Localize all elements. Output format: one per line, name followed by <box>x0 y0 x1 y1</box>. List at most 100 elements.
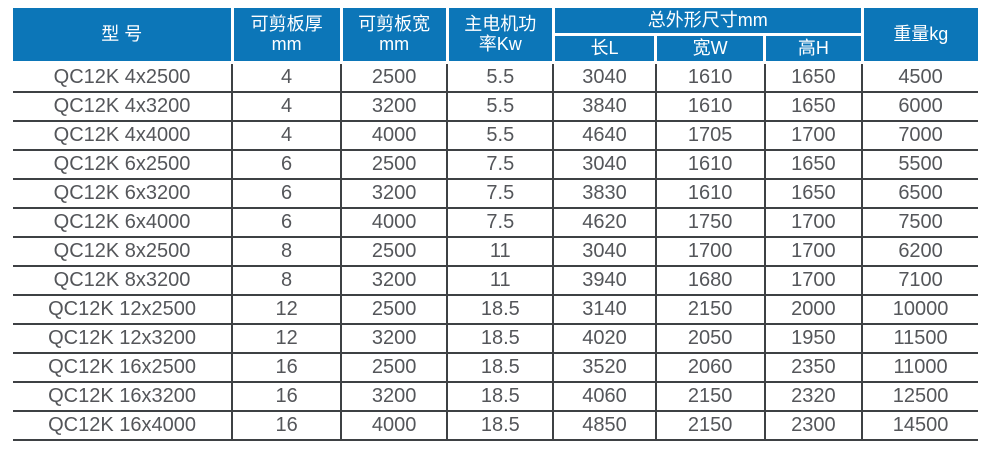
height-cell: 2000 <box>763 295 863 325</box>
length-cell: 4640 <box>552 121 656 151</box>
width-cell: 4000 <box>340 208 448 238</box>
length-cell: 4850 <box>552 411 656 441</box>
width-cell: 3200 <box>340 324 448 354</box>
power-cell: 11 <box>446 266 554 296</box>
model-cell: QC12K 4x2500 <box>13 62 233 93</box>
header-width-line2: mm <box>379 34 410 54</box>
header-power-line2: 率Kw <box>478 34 522 54</box>
widthw-cell: 2150 <box>654 382 765 412</box>
header-dim-height: 高H <box>763 34 864 64</box>
model-cell: QC12K 6x4000 <box>13 208 233 238</box>
table-row: QC12K 16x3200 16 3200 18.5 4060 2150 2320 12500 <box>13 382 978 412</box>
weight-cell: 6500 <box>861 179 978 209</box>
height-cell: 1700 <box>763 237 863 267</box>
model-cell: QC12K 6x3200 <box>13 179 233 209</box>
height-cell: 2320 <box>763 382 863 412</box>
width-cell: 4000 <box>340 121 448 151</box>
table-body: QC12K 4x2500 4 2500 5.5 3040 1610 1650 4500 QC12… <box>13 62 978 441</box>
power-cell: 7.5 <box>446 150 554 180</box>
table-row: QC12K 6x2500 6 2500 7.5 3040 1610 1650 5500 <box>13 150 978 180</box>
weight-cell: 11500 <box>861 324 978 354</box>
header-thickness: 可剪板厚 mm <box>230 8 343 64</box>
power-cell: 18.5 <box>446 295 554 325</box>
width-cell: 2500 <box>340 150 448 180</box>
header-dim-length-label: 长L <box>590 38 619 58</box>
power-cell: 18.5 <box>446 353 554 383</box>
header-dimensions-group: 总外形尺寸mm <box>551 8 864 36</box>
header-width-line1: 可剪板宽 <box>358 14 431 34</box>
weight-cell: 7000 <box>861 121 978 151</box>
length-cell: 4020 <box>552 324 656 354</box>
model-cell: QC12K 16x4000 <box>13 411 233 441</box>
header-dim-width-label: 宽W <box>692 38 728 58</box>
header-dim-width: 宽W <box>654 34 767 64</box>
header-dim-height-label: 高H <box>797 38 829 58</box>
thickness-cell: 16 <box>231 353 342 383</box>
width-cell: 2500 <box>340 353 448 383</box>
height-cell: 1650 <box>763 179 863 209</box>
model-cell: QC12K 4x4000 <box>13 121 233 151</box>
model-cell: QC12K 4x3200 <box>13 92 233 122</box>
weight-cell: 7100 <box>861 266 978 296</box>
widthw-cell: 1750 <box>654 208 765 238</box>
power-cell: 7.5 <box>446 179 554 209</box>
widthw-cell: 1610 <box>654 62 765 93</box>
length-cell: 3040 <box>552 62 656 93</box>
table-row: QC12K 4x2500 4 2500 5.5 3040 1610 1650 4500 <box>13 62 978 93</box>
length-cell: 3140 <box>552 295 656 325</box>
model-cell: QC12K 6x2500 <box>13 150 233 180</box>
model-cell: QC12K 16x3200 <box>13 382 233 412</box>
height-cell: 1950 <box>763 324 863 354</box>
model-cell: QC12K 8x2500 <box>13 237 233 267</box>
table-row: QC12K 12x3200 12 3200 18.5 4020 2050 1950 11500 <box>13 324 978 354</box>
model-cell: QC12K 8x3200 <box>13 266 233 296</box>
widthw-cell: 1610 <box>654 92 765 122</box>
header-thickness-line1: 可剪板厚 <box>250 14 323 34</box>
spec-table-container: 型 号 可剪板厚 mm 可剪板宽 mm 主电机功 率Kw <box>13 8 978 441</box>
weight-cell: 10000 <box>861 295 978 325</box>
header-model: 型 号 <box>13 8 234 64</box>
length-cell: 3940 <box>552 266 656 296</box>
widthw-cell: 2050 <box>654 324 765 354</box>
length-cell: 3040 <box>552 150 656 180</box>
header-thickness-line2: mm <box>271 34 302 54</box>
power-cell: 11 <box>446 237 554 267</box>
length-cell: 3520 <box>552 353 656 383</box>
header-weight: 重量kg <box>860 8 978 64</box>
widthw-cell: 1610 <box>654 179 765 209</box>
height-cell: 2350 <box>763 353 863 383</box>
height-cell: 1700 <box>763 208 863 238</box>
thickness-cell: 8 <box>231 266 342 296</box>
power-cell: 18.5 <box>446 324 554 354</box>
height-cell: 1650 <box>763 62 863 93</box>
header-power: 主电机功 率Kw <box>445 8 555 64</box>
header-dimensions-label: 总外形尺寸mm <box>647 10 768 30</box>
weight-cell: 11000 <box>861 353 978 383</box>
thickness-cell: 6 <box>231 179 342 209</box>
height-cell: 1700 <box>763 266 863 296</box>
widthw-cell: 2150 <box>654 295 765 325</box>
widthw-cell: 1680 <box>654 266 765 296</box>
weight-cell: 4500 <box>861 62 978 93</box>
width-cell: 4000 <box>340 411 448 441</box>
widthw-cell: 1700 <box>654 237 765 267</box>
model-cell: QC12K 12x2500 <box>13 295 233 325</box>
header-weight-label: 重量kg <box>893 24 949 44</box>
widthw-cell: 1705 <box>654 121 765 151</box>
thickness-cell: 12 <box>231 324 342 354</box>
power-cell: 5.5 <box>446 62 554 93</box>
power-cell: 7.5 <box>446 208 554 238</box>
thickness-cell: 16 <box>231 411 342 441</box>
height-cell: 1650 <box>763 92 863 122</box>
thickness-cell: 4 <box>231 62 342 93</box>
power-cell: 18.5 <box>446 411 554 441</box>
table-row: QC12K 8x3200 8 3200 11 3940 1680 1700 7100 <box>13 266 978 296</box>
header-width: 可剪板宽 mm <box>339 8 449 64</box>
model-cell: QC12K 12x3200 <box>13 324 233 354</box>
thickness-cell: 6 <box>231 208 342 238</box>
thickness-cell: 4 <box>231 121 342 151</box>
thickness-cell: 8 <box>231 237 342 267</box>
weight-cell: 7500 <box>861 208 978 238</box>
table-row: QC12K 8x2500 8 2500 11 3040 1700 1700 6200 <box>13 237 978 267</box>
